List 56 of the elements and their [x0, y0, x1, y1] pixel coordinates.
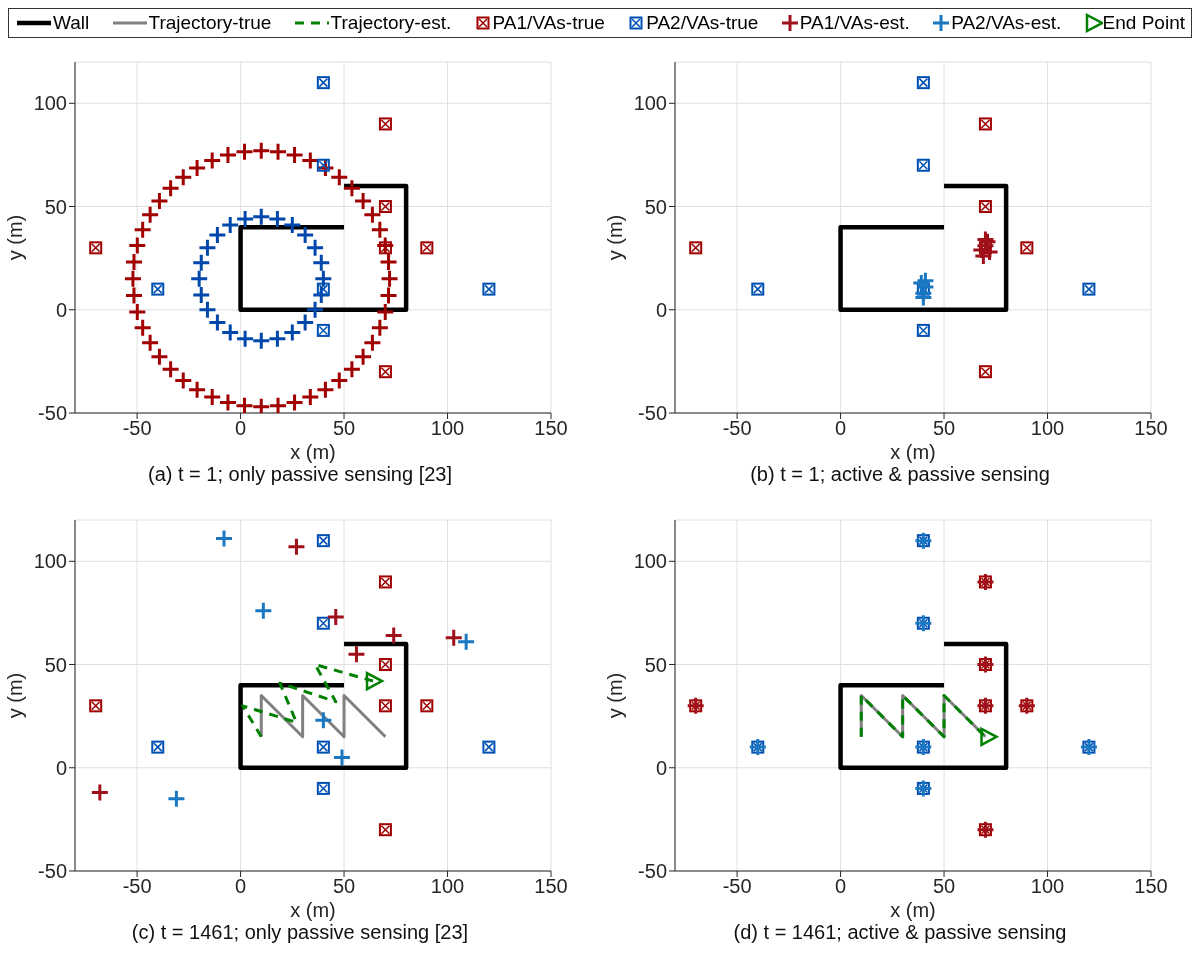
x-tick-label: 50: [332, 417, 356, 440]
y-tick-label: 50: [644, 195, 667, 218]
text: (a) t = 1; only passive sensing [23]: [146, 463, 454, 486]
y-tick-label: -50: [638, 402, 667, 425]
text: (d) t = 1461; active & passive sensing: [732, 921, 1068, 944]
x-tick-label: -50: [722, 875, 752, 898]
x-tick-label: 0: [235, 417, 247, 440]
y-tick-label: 50: [44, 653, 67, 676]
legend-label: PA2/VAs-est.: [951, 12, 1062, 34]
legend-label: Trajectory-est.: [330, 12, 452, 34]
y-tick-label: 100: [633, 550, 667, 573]
y-tick-label: 0: [655, 756, 667, 779]
y-tick-label: 100: [33, 550, 67, 573]
x-tick-label: 50: [932, 417, 956, 440]
x-tick-label: 50: [932, 875, 956, 898]
x-tick-label: 0: [835, 875, 847, 898]
y-tick-label: 0: [55, 298, 67, 321]
y-tick-label: -50: [38, 860, 67, 883]
y-tick-label: 100: [633, 92, 667, 115]
text: (b) t = 1; active & passive sensing: [749, 463, 1051, 486]
y-tick-label: -50: [38, 402, 67, 425]
text: (c) t = 1461; only passive sensing [23]: [130, 921, 470, 944]
x-tick-label: 150: [1134, 417, 1168, 440]
y-axis-title: y (m): [604, 672, 627, 719]
legend-label: PA2/VAs-true: [646, 12, 759, 34]
x-axis-title: x (m): [290, 899, 336, 921]
legend-label: End Point: [1102, 12, 1185, 34]
x-tick-label: 100: [1030, 875, 1065, 898]
y-tick-label: -50: [638, 860, 667, 883]
x-tick-label: 0: [835, 417, 847, 440]
y-axis-title: y (m): [4, 672, 27, 719]
y-tick-label: 50: [644, 653, 667, 676]
x-tick-label: 150: [534, 875, 568, 898]
legend-label: Trajectory-true: [148, 12, 272, 34]
x-axis-title: x (m): [890, 441, 936, 463]
x-tick-label: 100: [430, 417, 465, 440]
x-tick-label: 100: [1030, 417, 1065, 440]
x-axis-title: x (m): [890, 899, 936, 921]
x-tick-label: 50: [332, 875, 356, 898]
y-tick-label: 0: [655, 298, 667, 321]
legend-label: Wall: [53, 12, 90, 34]
legend-label: PA1/VAs-est.: [799, 12, 910, 34]
x-tick-label: 100: [430, 875, 465, 898]
x-tick-label: 150: [1134, 875, 1168, 898]
x-tick-label: 150: [534, 417, 568, 440]
y-tick-label: 0: [55, 756, 67, 779]
y-axis-title: y (m): [604, 214, 627, 261]
x-tick-label: -50: [722, 417, 752, 440]
y-tick-label: 100: [33, 92, 67, 115]
x-tick-label: -50: [122, 417, 152, 440]
x-tick-label: -50: [122, 875, 152, 898]
legend-label: PA1/VAs-true: [492, 12, 605, 34]
x-tick-label: 0: [235, 875, 247, 898]
y-axis-title: y (m): [4, 214, 27, 261]
x-axis-title: x (m): [290, 441, 336, 463]
y-tick-label: 50: [44, 195, 67, 218]
